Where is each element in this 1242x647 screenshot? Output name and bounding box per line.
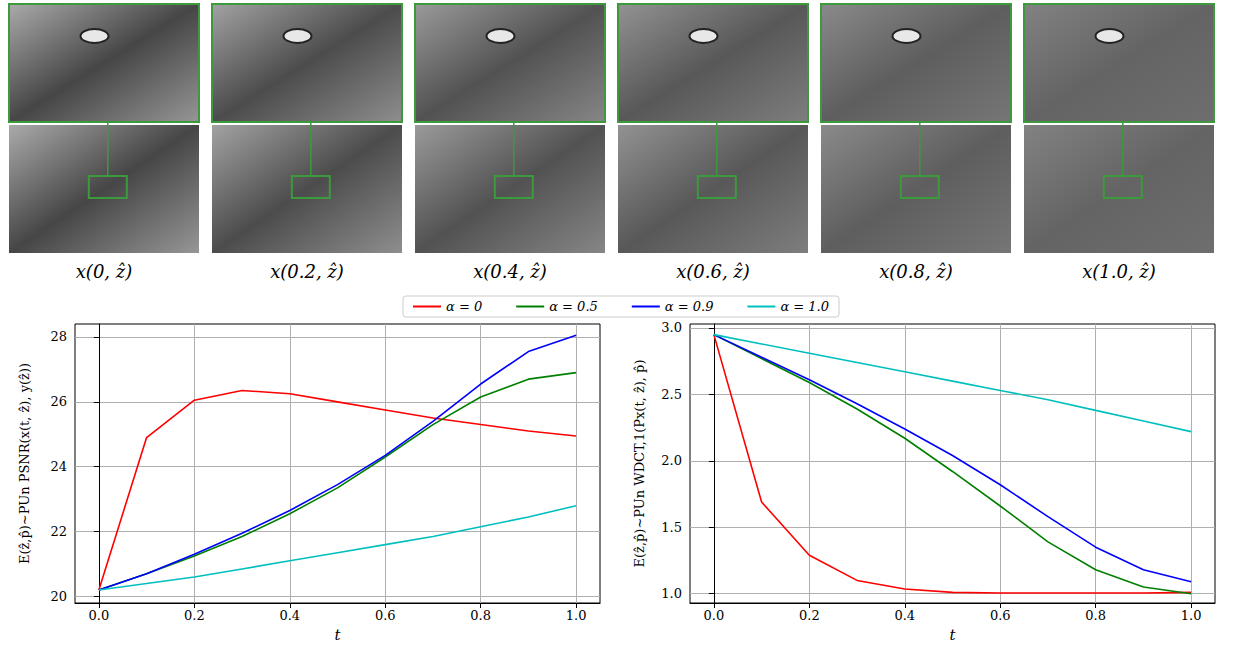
svg-text:0.4: 0.4	[894, 608, 915, 623]
svg-text:t: t	[949, 626, 956, 644]
svg-text:2.0: 2.0	[661, 453, 682, 468]
svg-text:x(0.2, ẑ): x(0.2, ẑ)	[270, 261, 344, 282]
svg-text:0.8: 0.8	[470, 608, 491, 623]
svg-text:1.0: 1.0	[1181, 608, 1202, 623]
svg-text:28: 28	[50, 329, 67, 344]
svg-text:2.5: 2.5	[661, 387, 682, 402]
svg-text:0.0: 0.0	[89, 608, 110, 623]
svg-text:t: t	[334, 626, 341, 644]
svg-text:E(ẑ,p̂)∼PUn PSNR(x(t, ẑ), y(ẑ): E(ẑ,p̂)∼PUn PSNR(x(t, ẑ), y(ẑ))	[17, 363, 32, 564]
svg-text:x(1.0, ẑ): x(1.0, ẑ)	[1082, 261, 1156, 282]
svg-text:α = 0.5: α = 0.5	[549, 299, 598, 314]
svg-text:α = 1.0: α = 1.0	[780, 299, 829, 314]
svg-text:0.2: 0.2	[184, 608, 205, 623]
svg-text:α = 0.9: α = 0.9	[665, 299, 714, 314]
svg-text:26: 26	[50, 394, 67, 409]
svg-text:0.2: 0.2	[799, 608, 820, 623]
svg-text:3.0: 3.0	[661, 320, 682, 335]
svg-text:x(0.4, ẑ): x(0.4, ẑ)	[473, 261, 547, 282]
svg-text:0.6: 0.6	[375, 608, 396, 623]
svg-text:x(0.6, ẑ): x(0.6, ẑ)	[676, 261, 750, 282]
svg-text:E(ẑ,p̂)∼PUn WDCT,1(Px(t, ẑ), p: E(ẑ,p̂)∼PUn WDCT,1(Px(t, ẑ), p̂)	[632, 360, 647, 568]
svg-text:0.8: 0.8	[1085, 608, 1106, 623]
svg-text:1.5: 1.5	[661, 520, 682, 535]
svg-text:0.4: 0.4	[279, 608, 300, 623]
svg-text:x(0, ẑ): x(0, ẑ)	[76, 261, 133, 282]
svg-text:x(0.8, ẑ): x(0.8, ẑ)	[879, 261, 953, 282]
svg-text:0.0: 0.0	[704, 608, 725, 623]
svg-text:1.0: 1.0	[661, 586, 682, 601]
svg-text:22: 22	[50, 524, 67, 539]
svg-text:20: 20	[50, 589, 67, 604]
svg-text:0.6: 0.6	[990, 608, 1011, 623]
svg-text:1.0: 1.0	[566, 608, 587, 623]
svg-text:24: 24	[50, 459, 67, 474]
svg-text:α = 0: α = 0	[446, 299, 482, 314]
